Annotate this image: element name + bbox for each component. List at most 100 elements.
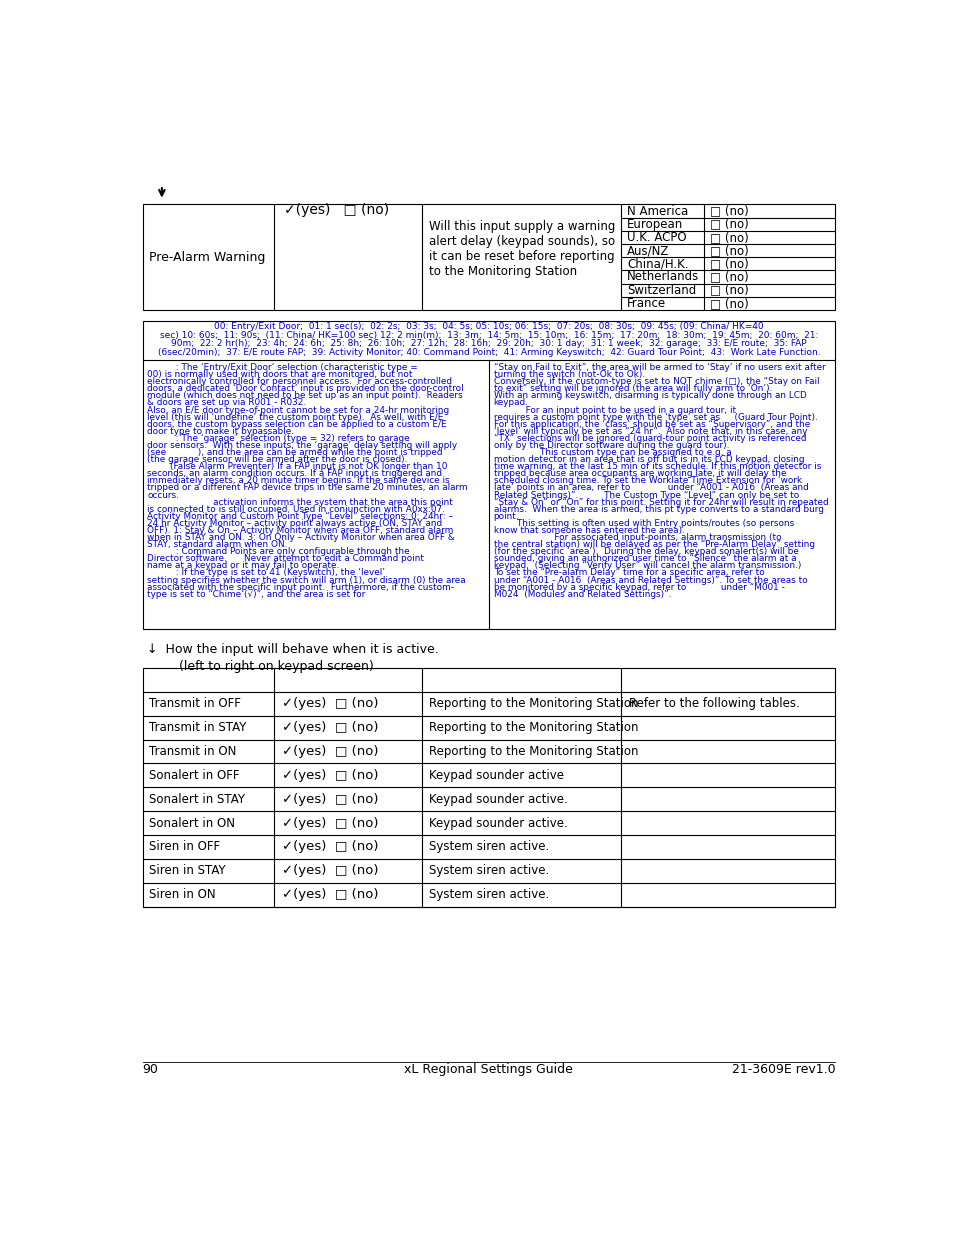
Text: Transmit in ON: Transmit in ON bbox=[149, 745, 235, 758]
Text: ✓(yes)  □ (no): ✓(yes) □ (no) bbox=[282, 698, 378, 710]
Text: “TX” selections will be ignored (guard-tour point activity is referenced: “TX” selections will be ignored (guard-t… bbox=[493, 433, 805, 443]
Text: module (which does not need to be set up as an input point).  Readers: module (which does not need to be set up… bbox=[147, 391, 462, 400]
Text: □ (no): □ (no) bbox=[709, 257, 748, 270]
Text: scheduled closing time. To set the Worklate Time Extension for ‘work: scheduled closing time. To set the Workl… bbox=[493, 477, 801, 485]
Text: Also, an E/E door type-of-point cannot be set for a 24-hr monitoring: Also, an E/E door type-of-point cannot b… bbox=[147, 405, 449, 415]
Text: Transmit in OFF: Transmit in OFF bbox=[149, 698, 240, 710]
Text: ↓  How the input will behave when it is active.: ↓ How the input will behave when it is a… bbox=[147, 643, 438, 656]
Text: Reporting to the Monitoring Station: Reporting to the Monitoring Station bbox=[429, 721, 639, 734]
Text: ✓(yes)   □ (no): ✓(yes) □ (no) bbox=[283, 204, 388, 217]
Text: 21-3609E rev1.0: 21-3609E rev1.0 bbox=[731, 1063, 835, 1076]
Text: 00) is normally used with doors that are monitored, but not: 00) is normally used with doors that are… bbox=[147, 370, 413, 379]
Text: China/H.K.: China/H.K. bbox=[626, 257, 688, 270]
Text: (the garage sensor will be armed after the door is closed).: (the garage sensor will be armed after t… bbox=[147, 456, 407, 464]
Text: “Stay & On” or “On” for this point. Setting it for 24hr will result in repeated: “Stay & On” or “On” for this point. Sett… bbox=[493, 498, 827, 506]
Text: For this application, the ‘class’ should be set as “Supervisory”, and the: For this application, the ‘class’ should… bbox=[493, 420, 809, 429]
Text: be monitored by a specific keypad, refer to            under “M001 -: be monitored by a specific keypad, refer… bbox=[493, 583, 783, 592]
Text: time warning, at the last 15 min of its schedule. If this motion detector is: time warning, at the last 15 min of its … bbox=[493, 462, 821, 472]
Text: doors, a dedicated ‘Door Contact’ input is provided on the door-control: doors, a dedicated ‘Door Contact’ input … bbox=[147, 384, 463, 393]
Text: xL Regional Settings Guide: xL Regional Settings Guide bbox=[404, 1063, 573, 1076]
Text: Siren in OFF: Siren in OFF bbox=[149, 841, 219, 853]
Text: occurs.: occurs. bbox=[147, 490, 179, 499]
Text: Keypad sounder active.: Keypad sounder active. bbox=[429, 816, 567, 830]
Text: ✓(yes)  □ (no): ✓(yes) □ (no) bbox=[282, 745, 378, 758]
Text: For an input point to be used in a guard tour, it: For an input point to be used in a guard… bbox=[493, 405, 735, 415]
Text: late’ points in an area, refer to             under “A001 - A016  (Areas and: late’ points in an area, refer to under … bbox=[493, 483, 807, 493]
Text: European: European bbox=[626, 217, 682, 231]
Text: □ (no): □ (no) bbox=[709, 231, 748, 243]
Text: N America: N America bbox=[626, 205, 687, 217]
Text: ✓(yes)  □ (no): ✓(yes) □ (no) bbox=[282, 864, 378, 877]
Text: Reporting to the Monitoring Station: Reporting to the Monitoring Station bbox=[429, 698, 639, 710]
Text: tripped or a different FAP device trips in the same 20 minutes, an alarm: tripped or a different FAP device trips … bbox=[147, 483, 467, 493]
Text: U.K. ACPO: U.K. ACPO bbox=[626, 231, 686, 243]
Text: Sonalert in ON: Sonalert in ON bbox=[149, 816, 234, 830]
Text: level (this will ‘undefine’ the custom point type).  As well, with E/E: level (this will ‘undefine’ the custom p… bbox=[147, 412, 443, 421]
Text: keypad.  (Selecting “Verify User” will cancel the alarm transmission.): keypad. (Selecting “Verify User” will ca… bbox=[493, 562, 801, 571]
Text: Pre-Alarm Warning: Pre-Alarm Warning bbox=[149, 251, 265, 263]
Text: setting specifies whether the switch will arm (1), or disarm (0) the area: setting specifies whether the switch wil… bbox=[147, 576, 465, 584]
Text: keypad.: keypad. bbox=[493, 399, 528, 408]
Text: ✓(yes)  □ (no): ✓(yes) □ (no) bbox=[282, 769, 378, 782]
Text: : If the type is set to 41 (Keyswitch), the ‘level’: : If the type is set to 41 (Keyswitch), … bbox=[147, 568, 385, 578]
Text: 90: 90 bbox=[142, 1063, 158, 1076]
Text: Reporting to the Monitoring Station: Reporting to the Monitoring Station bbox=[429, 745, 639, 758]
Text: the central station) will be delayed as per the “Pre-Alarm Delay” setting: the central station) will be delayed as … bbox=[493, 540, 814, 550]
Text: when in STAY and ON. 3: On Only – Activity Monitor when area OFF &: when in STAY and ON. 3: On Only – Activi… bbox=[147, 534, 455, 542]
Text: To set the “Pre-alarm Delay” time for a specific area, refer to: To set the “Pre-alarm Delay” time for a … bbox=[493, 568, 763, 578]
Bar bbox=[142, 205, 835, 310]
Text: Director software.      Never attempt to edit a Command point: Director software. Never attempt to edit… bbox=[147, 555, 424, 563]
Text: France: France bbox=[626, 296, 665, 310]
Text: point.: point. bbox=[493, 511, 518, 521]
Text: Netherlands: Netherlands bbox=[626, 270, 699, 284]
Text: seconds, an alarm condition occurs. If a FAP input is triggered and: seconds, an alarm condition occurs. If a… bbox=[147, 469, 441, 478]
Text: Refer to the following tables.: Refer to the following tables. bbox=[629, 698, 800, 710]
Text: With an arming keyswitch, disarming is typically done through an LCD: With an arming keyswitch, disarming is t… bbox=[493, 391, 805, 400]
Text: ✓(yes)  □ (no): ✓(yes) □ (no) bbox=[282, 841, 378, 853]
Text: : The ‘garage’ selection (type = 32) refers to garage: : The ‘garage’ selection (type = 32) ref… bbox=[147, 433, 410, 443]
Bar bbox=[142, 668, 835, 906]
Text: door sensors.  With these inputs, the ‘garage’ delay setting will apply: door sensors. With these inputs, the ‘ga… bbox=[147, 441, 456, 450]
Text: □ (no): □ (no) bbox=[709, 205, 748, 217]
Text: Siren in STAY: Siren in STAY bbox=[149, 864, 225, 877]
Text: Keypad sounder active.: Keypad sounder active. bbox=[429, 793, 567, 805]
Text: This custom type can be assigned to e.g. a: This custom type can be assigned to e.g.… bbox=[493, 448, 730, 457]
Text: type is set to “Chime (√)”, and the area is set for: type is set to “Chime (√)”, and the area… bbox=[147, 590, 365, 599]
Text: (6sec/20min);  37: E/E route FAP;  39: Activity Monitor; 40: Command Point;  41:: (6sec/20min); 37: E/E route FAP; 39: Act… bbox=[157, 348, 820, 357]
Text: electronically controlled for personnel access.  For access-controlled: electronically controlled for personnel … bbox=[147, 377, 452, 387]
Text: M024  (Modules and Related Settings)”.: M024 (Modules and Related Settings)”. bbox=[493, 590, 670, 599]
Text: Conversely, if the custom-type is set to NOT chime (□), the “Stay on Fail: Conversely, if the custom-type is set to… bbox=[493, 377, 819, 387]
Text: sec) 10: 60s;  11: 90s;  (11: China/ HK=100 sec) 12: 2 min(m);  13: 3m;  14: 5m;: sec) 10: 60s; 11: 90s; (11: China/ HK=10… bbox=[159, 331, 818, 340]
Text: System siren active.: System siren active. bbox=[429, 864, 549, 877]
Text: □ (no): □ (no) bbox=[709, 245, 748, 257]
Text: □ (no): □ (no) bbox=[709, 217, 748, 231]
Text: & doors are set up via R001 - R032.: & doors are set up via R001 - R032. bbox=[147, 399, 306, 408]
Text: turning the switch (not-Ok to Ok).: turning the switch (not-Ok to Ok). bbox=[493, 370, 644, 379]
Text: OFF). 1: Stay & On – Activity Monitor when area OFF, standard alarm: OFF). 1: Stay & On – Activity Monitor wh… bbox=[147, 526, 453, 535]
Text: motion detector in an area that is off but is in its LCD keypad, closing: motion detector in an area that is off b… bbox=[493, 456, 803, 464]
Text: Switzerland: Switzerland bbox=[626, 284, 696, 296]
Text: System siren active.: System siren active. bbox=[429, 841, 549, 853]
Text: Keypad sounder active: Keypad sounder active bbox=[429, 769, 563, 782]
Text: System siren active.: System siren active. bbox=[429, 888, 549, 902]
Text: (left to right on keypad screen): (left to right on keypad screen) bbox=[147, 661, 374, 673]
Text: associated with the specific input point.  Furthermore, if the custom-: associated with the specific input point… bbox=[147, 583, 454, 592]
Text: ✓(yes)  □ (no): ✓(yes) □ (no) bbox=[282, 793, 378, 805]
Text: 24 hr Activity Monitor – activity point always active (ON, STAY and: 24 hr Activity Monitor – activity point … bbox=[147, 519, 442, 527]
Text: Will this input supply a warning
alert delay (keypad sounds), so
it can be reset: Will this input supply a warning alert d… bbox=[429, 221, 615, 278]
Text: STAY, standard alarm when ON.: STAY, standard alarm when ON. bbox=[147, 540, 287, 550]
Text: (False Alarm Preventer) If a FAP input is not OK longer than 10: (False Alarm Preventer) If a FAP input i… bbox=[147, 462, 447, 472]
Text: under “A001 - A016  (Areas and Related Settings)”. To set the areas to: under “A001 - A016 (Areas and Related Se… bbox=[493, 576, 806, 584]
Text: 90m;  22: 2 hr(h);  23: 4h;  24: 6h;  25: 8h;  26: 10h;  27: 12h;  28: 16h;  29:: 90m; 22: 2 hr(h); 23: 4h; 24: 6h; 25: 8h… bbox=[171, 340, 806, 348]
Text: Related Settings)”.         The Custom Type “Level” can only be set to: Related Settings)”. The Custom Type “Lev… bbox=[493, 490, 798, 499]
Text: name at a keypad or it may fail to operate.: name at a keypad or it may fail to opera… bbox=[147, 562, 339, 571]
Text: requires a custom point type with the ‘type’ set as     (Guard Tour Point).: requires a custom point type with the ‘t… bbox=[493, 412, 817, 421]
Text: : Command Points are only configurable through the: : Command Points are only configurable t… bbox=[147, 547, 410, 556]
Text: ‘level’ will typically be set as “24 hr”.  Also note that, in this case, any: ‘level’ will typically be set as “24 hr”… bbox=[493, 427, 806, 436]
Text: is connected to is still occupied. Used in conjunction with A0xx:07.: is connected to is still occupied. Used … bbox=[147, 505, 444, 514]
Text: Transmit in STAY: Transmit in STAY bbox=[149, 721, 246, 734]
Text: immediately resets, a 20 minute timer begins. If the same device is: immediately resets, a 20 minute timer be… bbox=[147, 477, 449, 485]
Text: Sonalert in STAY: Sonalert in STAY bbox=[149, 793, 244, 805]
Text: ✓(yes)  □ (no): ✓(yes) □ (no) bbox=[282, 816, 378, 830]
Text: tripped because area occupants are working late, it will delay the: tripped because area occupants are worki… bbox=[493, 469, 785, 478]
